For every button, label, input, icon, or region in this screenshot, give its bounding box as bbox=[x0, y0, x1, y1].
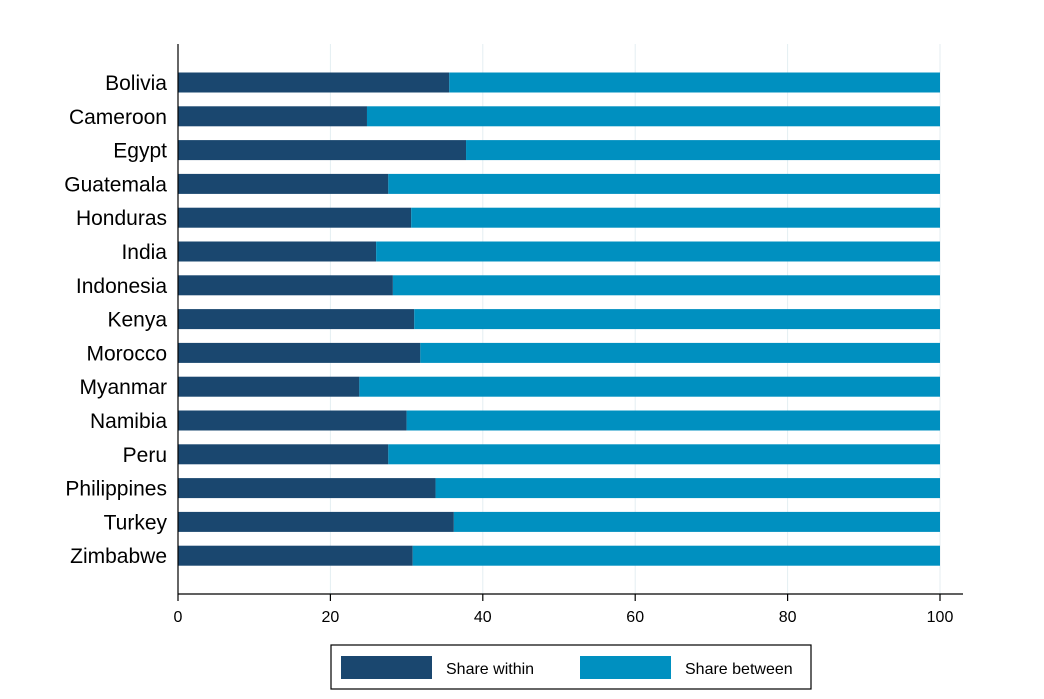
category-label-india: India bbox=[121, 241, 167, 264]
x-tick-label-40: 40 bbox=[474, 609, 492, 626]
bar-guatemala-share-within bbox=[178, 173, 389, 194]
category-label-philippines: Philippines bbox=[65, 478, 167, 501]
bar-myanmar-share-within bbox=[178, 376, 360, 397]
bar-philippines-share-between bbox=[435, 478, 940, 499]
category-label-turkey: Turkey bbox=[104, 511, 168, 534]
category-label-indonesia: Indonesia bbox=[76, 275, 167, 298]
bar-kenya-share-between bbox=[414, 309, 941, 330]
legend-label-share-within: Share within bbox=[446, 661, 534, 678]
bars bbox=[178, 72, 941, 566]
bar-honduras-share-between bbox=[411, 207, 940, 228]
bar-turkey-share-within bbox=[178, 511, 454, 532]
bar-zimbabwe-share-within bbox=[178, 545, 413, 566]
bar-morocco-share-between bbox=[420, 342, 940, 363]
bar-india-share-between bbox=[376, 241, 940, 262]
category-label-kenya: Kenya bbox=[107, 309, 167, 332]
category-labels: Bolivia Cameroon Egypt Guatemala Honduras Ind… bbox=[64, 72, 167, 568]
x-tick-label-60: 60 bbox=[626, 609, 644, 626]
bar-cameroon-share-within bbox=[178, 106, 367, 127]
category-label-cameroon: Cameroon bbox=[69, 106, 167, 129]
bar-bolivia-share-between bbox=[449, 72, 940, 93]
bar-indonesia-share-between bbox=[392, 275, 940, 296]
bar-philippines-share-within bbox=[178, 478, 436, 499]
legend-swatch-share-within bbox=[341, 656, 432, 679]
bar-egypt-share-within bbox=[178, 140, 467, 161]
bar-peru-share-between bbox=[388, 444, 940, 465]
legend: Share within Share between bbox=[330, 644, 812, 690]
x-tick-label-0: 0 bbox=[174, 609, 183, 626]
bar-peru-share-within bbox=[178, 444, 389, 465]
x-tick-label-100: 100 bbox=[927, 609, 954, 626]
bar-indonesia-share-within bbox=[178, 275, 393, 296]
category-label-namibia: Namibia bbox=[90, 410, 167, 433]
x-tick-label-20: 20 bbox=[322, 609, 340, 626]
axes bbox=[177, 44, 963, 595]
bar-honduras-share-within bbox=[178, 207, 412, 228]
bar-myanmar-share-between bbox=[359, 376, 941, 397]
category-label-myanmar: Myanmar bbox=[79, 376, 167, 399]
bar-bolivia-share-within bbox=[178, 72, 450, 93]
x-axis-ticks: 0 20 40 60 80 100 bbox=[174, 594, 954, 626]
category-label-peru: Peru bbox=[123, 444, 167, 467]
category-label-morocco: Morocco bbox=[86, 342, 167, 365]
category-label-bolivia: Bolivia bbox=[105, 72, 167, 95]
bar-zimbabwe-share-between bbox=[412, 545, 940, 566]
bar-india-share-within bbox=[178, 241, 377, 262]
legend-swatch-share-between bbox=[580, 656, 671, 679]
category-label-guatemala: Guatemala bbox=[64, 173, 167, 196]
bar-kenya-share-within bbox=[178, 309, 415, 330]
bar-egypt-share-between bbox=[466, 140, 940, 161]
category-label-egypt: Egypt bbox=[113, 140, 167, 163]
bar-guatemala-share-between bbox=[388, 173, 940, 194]
bar-turkey-share-between bbox=[453, 511, 940, 532]
bar-namibia-share-within bbox=[178, 410, 407, 431]
bar-cameroon-share-between bbox=[366, 106, 940, 127]
category-label-zimbabwe: Zimbabwe bbox=[70, 545, 167, 568]
category-label-honduras: Honduras bbox=[76, 207, 167, 230]
bar-namibia-share-between bbox=[406, 410, 941, 431]
x-tick-label-80: 80 bbox=[779, 609, 797, 626]
bar-morocco-share-within bbox=[178, 342, 421, 363]
legend-label-share-between: Share between bbox=[685, 661, 793, 678]
